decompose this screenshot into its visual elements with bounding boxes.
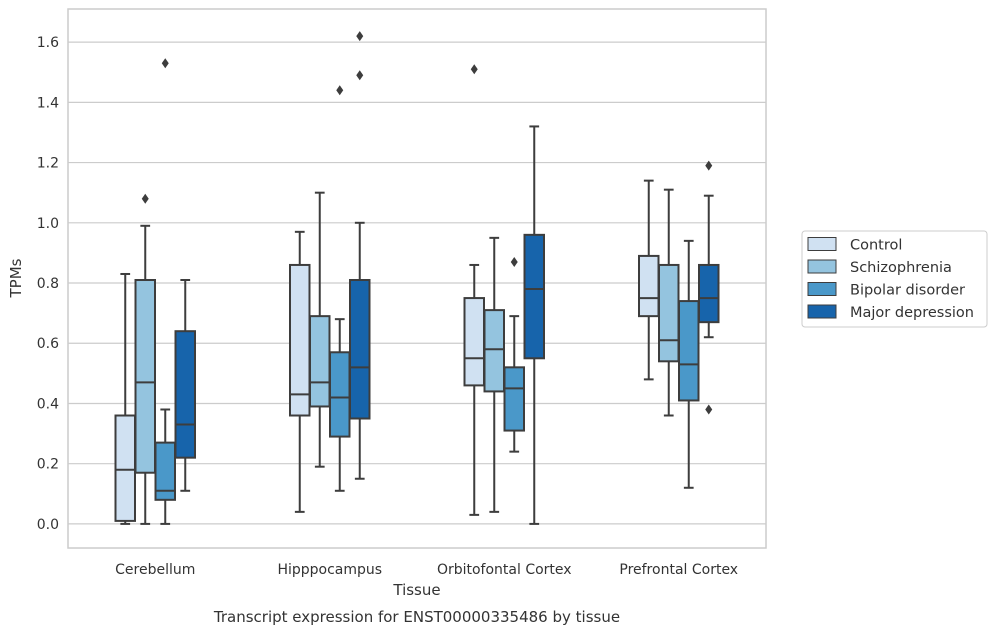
- y-axis-label: TPMs: [7, 258, 25, 298]
- y-tick-label: 1.4: [37, 95, 59, 111]
- legend-swatch: [807, 259, 837, 274]
- box: [503, 366, 525, 432]
- box-group: [503, 256, 525, 453]
- outlier-point: [705, 404, 713, 415]
- chart-title: Transcript expression for ENST0000033548…: [213, 608, 620, 626]
- y-tick-label: 0.8: [37, 276, 59, 292]
- y-tick-labels: 0.0 0.2 0.4 0.6 0.8 1.0 1.2 1.4 1.6: [37, 35, 59, 533]
- outlier-point: [356, 70, 364, 81]
- box: [174, 330, 196, 459]
- box: [483, 309, 505, 393]
- x-tick-label: Prefrontal Cortex: [619, 562, 738, 578]
- outlier-point: [356, 31, 364, 42]
- box: [114, 414, 136, 522]
- legend-swatch: [807, 304, 837, 319]
- box-plot-marks: [114, 31, 720, 525]
- box: [134, 279, 156, 474]
- box-group: [483, 236, 505, 513]
- box: [463, 297, 485, 387]
- box-group: [329, 85, 351, 492]
- box: [154, 441, 176, 501]
- y-tick-label: 1.0: [37, 216, 59, 232]
- legend-swatch: [807, 282, 837, 296]
- box: [309, 315, 331, 408]
- legend-label: Bipolar disorder: [850, 283, 965, 299]
- legend-label: Major depression: [850, 305, 974, 321]
- box-group: [134, 193, 156, 525]
- box-group: [463, 64, 485, 516]
- x-axis-label: Tissue: [392, 581, 440, 599]
- x-tick-labels: Cerebellum Hipppocampus Orbitofontal Corte…: [115, 562, 738, 578]
- x-tick-label: Cerebellum: [115, 562, 195, 578]
- box-group: [309, 191, 331, 468]
- x-tick-label: Hipppocampus: [277, 562, 382, 578]
- box-group: [289, 230, 311, 513]
- y-tick-label: 1.2: [37, 156, 59, 172]
- box: [329, 351, 351, 438]
- box-group: [523, 125, 545, 525]
- box: [638, 254, 660, 318]
- legend-label: Control: [850, 238, 902, 254]
- box: [289, 263, 311, 417]
- box-group: [349, 31, 371, 480]
- legend-frame: [801, 230, 988, 328]
- plot-frame: [67, 8, 767, 549]
- y-tick-label: 0.0: [37, 517, 59, 533]
- x-tick-label: Orbitofontal Cortex: [437, 562, 572, 578]
- legend: Control Schizophrenia Bipolar disorder Majo…: [801, 230, 988, 328]
- box-group: [114, 272, 136, 525]
- box: [658, 263, 680, 363]
- y-tick-label: 0.2: [37, 457, 59, 473]
- outlier-point: [470, 64, 478, 75]
- box: [349, 279, 371, 420]
- y-tick-label: 1.6: [37, 35, 59, 51]
- outlier-point: [705, 160, 713, 171]
- box-group: [154, 58, 176, 525]
- outlier-point: [161, 58, 169, 69]
- box: [698, 263, 720, 324]
- box-group: [698, 160, 720, 415]
- outlier-point: [141, 193, 149, 204]
- box: [678, 300, 700, 402]
- y-tick-label: 0.4: [37, 396, 59, 412]
- outlier-point: [510, 256, 518, 267]
- legend-swatch: [807, 237, 837, 251]
- box: [523, 233, 545, 360]
- y-tick-label: 0.6: [37, 336, 59, 352]
- box-group: [658, 188, 680, 417]
- box-group: [174, 279, 196, 492]
- legend-label: Schizophrenia: [850, 260, 952, 276]
- outlier-point: [336, 85, 344, 96]
- box-group: [678, 239, 700, 489]
- box-group: [638, 179, 660, 381]
